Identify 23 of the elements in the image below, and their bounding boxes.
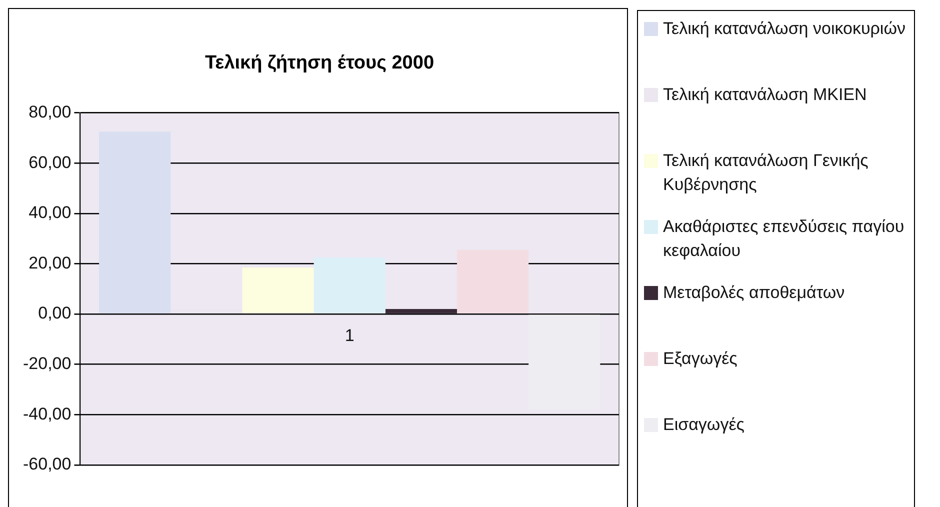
y-tick-label: -60,00 bbox=[23, 454, 72, 474]
legend-label: Ακαθάριστες επενδύσεις παγίου κεφαλαίου bbox=[663, 216, 906, 262]
bar bbox=[314, 257, 386, 314]
legend-label: Τελική κατανάλωση Γενικής Κυβέρνησης bbox=[663, 150, 870, 196]
legend-label: Εισαγωγές bbox=[663, 414, 744, 436]
legend-label: Μεταβολές αποθεμάτων bbox=[663, 282, 845, 304]
y-tick-label: -40,00 bbox=[23, 404, 72, 424]
bar bbox=[456, 250, 529, 314]
y-tick-label: 0,00 bbox=[38, 304, 72, 323]
y-tick-label: 60,00 bbox=[28, 152, 72, 172]
y-tick-label: 40,00 bbox=[28, 203, 72, 222]
y-tick-label: -20,00 bbox=[23, 354, 72, 374]
legend-label: Τελική κατανάλωση νοικοκυριών bbox=[663, 18, 906, 40]
legend-label: Τελική κατανάλωση ΜΚΙΕΝ bbox=[663, 84, 867, 106]
bar bbox=[99, 132, 171, 314]
chart-title: Τελική ζήτηση έτους 2000 bbox=[204, 52, 434, 74]
y-tick-label: 20,00 bbox=[28, 253, 72, 272]
legend-label: Εξαγωγές bbox=[663, 348, 738, 370]
bar bbox=[528, 314, 600, 410]
y-tick-label: 80,00 bbox=[28, 102, 72, 122]
bar bbox=[385, 309, 457, 314]
x-tick-label: 1 bbox=[344, 326, 354, 345]
bar bbox=[242, 268, 314, 314]
